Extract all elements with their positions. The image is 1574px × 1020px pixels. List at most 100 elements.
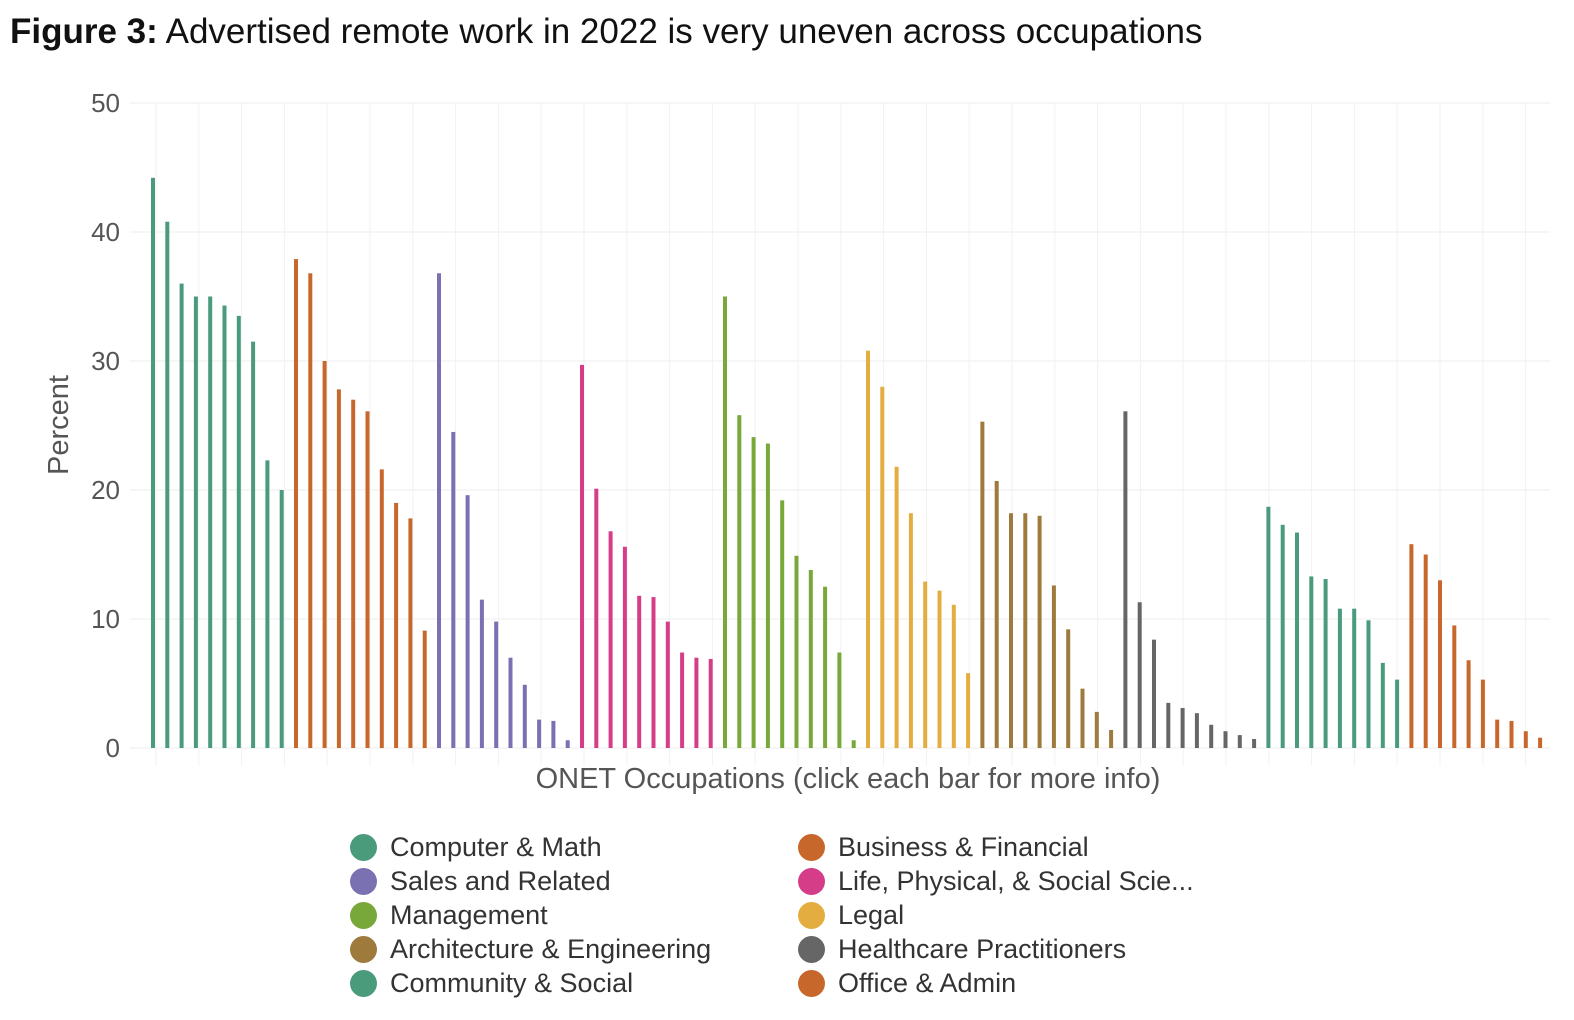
bar[interactable]	[1495, 719, 1500, 748]
bar[interactable]	[1366, 620, 1371, 748]
bar[interactable]	[165, 221, 170, 748]
bar[interactable]	[1051, 585, 1056, 748]
bar[interactable]	[1252, 738, 1257, 748]
bar[interactable]	[1438, 580, 1442, 748]
bar[interactable]	[1123, 411, 1128, 748]
bar[interactable]	[837, 652, 842, 748]
legend-item[interactable]: Legal	[798, 898, 904, 932]
bar[interactable]	[923, 581, 928, 748]
bar[interactable]	[1523, 731, 1528, 748]
bar[interactable]	[823, 586, 828, 748]
bar[interactable]	[1337, 608, 1342, 748]
bar[interactable]	[251, 341, 256, 748]
bar[interactable]	[1309, 576, 1314, 748]
bar[interactable]	[951, 604, 956, 748]
bar[interactable]	[494, 621, 499, 748]
bar[interactable]	[151, 177, 155, 748]
bar[interactable]	[1237, 735, 1242, 748]
bar[interactable]	[622, 546, 627, 748]
bar[interactable]	[1209, 724, 1214, 748]
bar[interactable]	[594, 488, 599, 748]
bar[interactable]	[1180, 708, 1185, 748]
bar[interactable]	[222, 305, 227, 748]
bar[interactable]	[608, 531, 613, 748]
bar[interactable]	[351, 399, 356, 748]
bar[interactable]	[580, 364, 584, 748]
bar[interactable]	[1409, 544, 1414, 748]
legend-item[interactable]: Sales and Related	[350, 864, 611, 898]
bar[interactable]	[451, 431, 456, 748]
bar[interactable]	[1395, 679, 1400, 748]
bar[interactable]	[537, 719, 542, 748]
bar[interactable]	[465, 495, 470, 748]
bar[interactable]	[179, 283, 184, 748]
bar[interactable]	[551, 720, 556, 748]
bar[interactable]	[379, 469, 384, 748]
bar[interactable]	[408, 518, 413, 748]
bar[interactable]	[637, 595, 642, 748]
bar[interactable]	[794, 555, 799, 748]
legend-item[interactable]: Architecture & Engineering	[350, 932, 711, 966]
bar[interactable]	[522, 684, 527, 748]
bar[interactable]	[1223, 731, 1228, 748]
bar[interactable]	[422, 630, 427, 748]
bar[interactable]	[565, 740, 570, 748]
bar[interactable]	[1066, 629, 1071, 748]
bar[interactable]	[1009, 513, 1013, 748]
bar[interactable]	[680, 652, 685, 748]
bar[interactable]	[1037, 515, 1042, 748]
bar[interactable]	[866, 350, 870, 748]
bar[interactable]	[1323, 579, 1328, 748]
bar[interactable]	[236, 315, 241, 748]
legend-item[interactable]: Healthcare Practitioners	[798, 932, 1126, 966]
bar[interactable]	[265, 460, 270, 748]
bar[interactable]	[1423, 554, 1428, 749]
bar[interactable]	[1480, 679, 1485, 748]
bar[interactable]	[880, 386, 885, 748]
bar[interactable]	[1023, 513, 1028, 748]
bar[interactable]	[1094, 711, 1099, 748]
bar[interactable]	[1295, 532, 1299, 748]
bar[interactable]	[808, 569, 813, 748]
legend-item[interactable]: Management	[350, 898, 548, 932]
bar[interactable]	[1352, 608, 1357, 748]
bar[interactable]	[294, 259, 298, 748]
bar[interactable]	[1266, 506, 1271, 748]
bar[interactable]	[1152, 639, 1156, 748]
bar[interactable]	[908, 513, 913, 748]
bar[interactable]	[694, 657, 699, 748]
legend-item[interactable]: Business & Financial	[798, 830, 1089, 864]
bar[interactable]	[365, 411, 370, 748]
bar[interactable]	[1509, 720, 1514, 748]
bar[interactable]	[308, 273, 313, 748]
bar[interactable]	[336, 389, 341, 748]
bar[interactable]	[479, 599, 484, 748]
bar[interactable]	[1166, 702, 1171, 748]
bar[interactable]	[894, 466, 899, 748]
bar[interactable]	[508, 657, 513, 748]
bar[interactable]	[1538, 737, 1543, 748]
bar[interactable]	[665, 621, 670, 748]
bar[interactable]	[966, 673, 971, 748]
bar[interactable]	[851, 740, 856, 748]
bar[interactable]	[1194, 713, 1199, 748]
bar[interactable]	[279, 490, 284, 748]
bar[interactable]	[193, 296, 198, 749]
bar[interactable]	[780, 500, 785, 748]
bar[interactable]	[651, 597, 656, 748]
bar[interactable]	[1109, 729, 1114, 748]
legend-item[interactable]: Life, Physical, & Social Scie...	[798, 864, 1194, 898]
bar[interactable]	[751, 437, 756, 748]
legend-item[interactable]: Computer & Math	[350, 830, 602, 864]
bar[interactable]	[1137, 602, 1142, 748]
bar[interactable]	[723, 296, 727, 749]
legend-item[interactable]: Community & Social	[350, 966, 633, 1000]
bar[interactable]	[708, 658, 713, 748]
bar[interactable]	[1452, 625, 1457, 748]
bar[interactable]	[1280, 524, 1285, 748]
bar[interactable]	[1080, 688, 1085, 748]
bar[interactable]	[937, 590, 942, 748]
bar[interactable]	[1380, 662, 1385, 748]
bar[interactable]	[208, 296, 213, 749]
bar[interactable]	[437, 273, 441, 748]
